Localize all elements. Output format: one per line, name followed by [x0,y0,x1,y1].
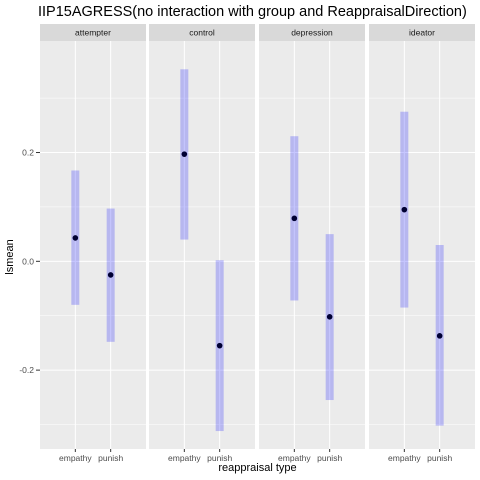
y-axis: -0.2 0.0 0.2 [19,148,40,375]
strip-background [149,24,255,41]
point-punish [107,272,114,278]
point-empathy [291,215,298,222]
x-axis-title: reappraisal type [218,462,296,474]
facet-panels: attempter empathy punish control empathy puni… [40,24,475,463]
x-tick-label: empathy [59,453,92,463]
strip-label: attempter [75,28,111,38]
point-empathy [401,206,408,213]
strip-background [259,24,365,41]
y-tick-label: -0.2 [19,365,34,375]
strip-label: depression [291,28,333,38]
x-tick-label: punish [207,453,232,463]
facet-panel-attempter: attempter empathy punish [40,24,146,463]
y-tick-label: 0.0 [22,256,34,266]
x-tick-label: punish [317,453,342,463]
strip-background [369,24,475,41]
point-punish [216,342,223,349]
facet-panel-ideator: ideator empathy punish [369,24,475,463]
point-punish [326,314,333,320]
strip-label: control [189,28,215,38]
panel-background [40,41,146,449]
y-tick-label: 0.2 [22,148,34,158]
y-axis-title: lsmean [4,239,16,274]
x-tick-label: empathy [388,453,421,463]
panel-background [369,41,475,449]
strip-label: ideator [409,28,435,38]
x-tick-label: punish [98,453,123,463]
facet-panel-depression: depression empathy punish [259,24,365,463]
x-tick-label: empathy [168,453,201,463]
panel-background [149,41,255,449]
point-empathy [72,235,79,241]
point-punish [436,333,443,339]
chart-title: IIP15AGRESS(no interaction with group an… [38,4,467,20]
x-tick-label: punish [427,453,452,463]
facet-panel-control: control empathy punish [149,24,255,463]
panel-background [259,41,365,449]
x-tick-label: empathy [278,453,311,463]
strip-background [40,24,146,41]
point-empathy [181,151,188,157]
